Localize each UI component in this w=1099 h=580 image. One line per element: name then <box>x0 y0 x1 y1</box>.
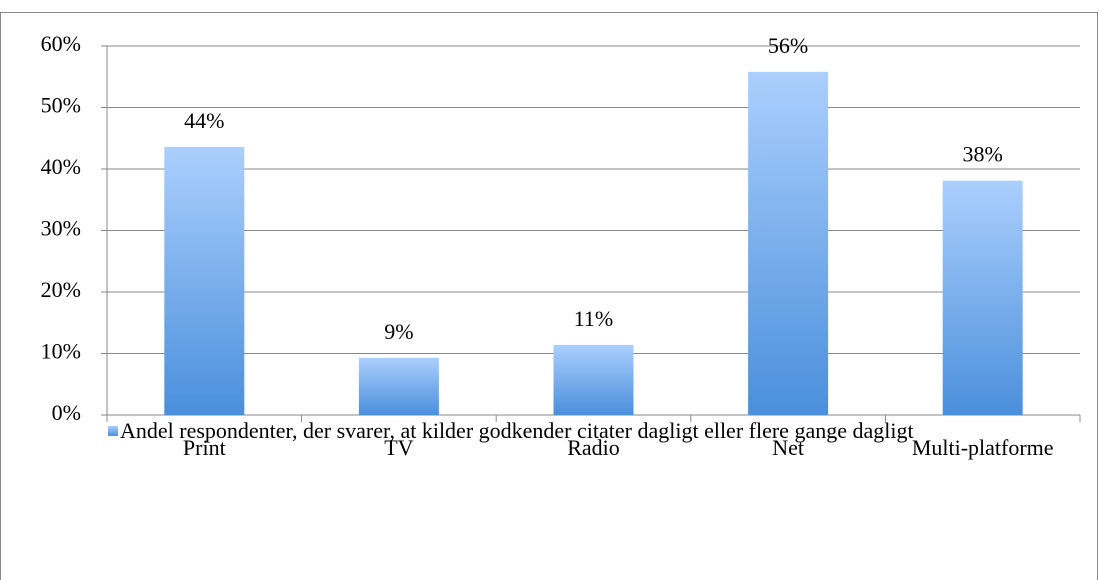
y-tick-label: 0% <box>52 400 81 425</box>
legend-label: Andel respondenter, der svarer, at kilde… <box>120 418 914 443</box>
legend: Andel respondenter, der svarer, at kilde… <box>108 416 1068 446</box>
y-tick-label: 40% <box>41 154 81 179</box>
bar <box>748 71 829 415</box>
bar <box>942 180 1023 415</box>
legend-swatch <box>108 426 118 436</box>
bar <box>553 344 634 415</box>
x-tick-label: Print <box>183 435 226 460</box>
data-label: 56% <box>768 33 808 58</box>
bar <box>164 146 245 416</box>
y-tick-label: 60% <box>41 31 81 56</box>
data-label: 38% <box>963 142 1003 167</box>
x-tick-label: Multi-platforme <box>912 435 1054 460</box>
x-tick-label: Net <box>772 435 804 460</box>
y-tick-label: 20% <box>41 277 81 302</box>
x-tick-label: Radio <box>567 435 620 460</box>
data-label: 44% <box>184 108 224 133</box>
y-tick-label: 50% <box>41 93 81 118</box>
bar <box>358 357 439 415</box>
y-tick-label: 30% <box>41 216 81 241</box>
x-tick-label: TV <box>384 435 413 460</box>
y-tick-label: 10% <box>41 339 81 364</box>
data-label: 11% <box>574 306 614 331</box>
chart-frame <box>0 12 1098 580</box>
data-label: 9% <box>384 319 413 344</box>
